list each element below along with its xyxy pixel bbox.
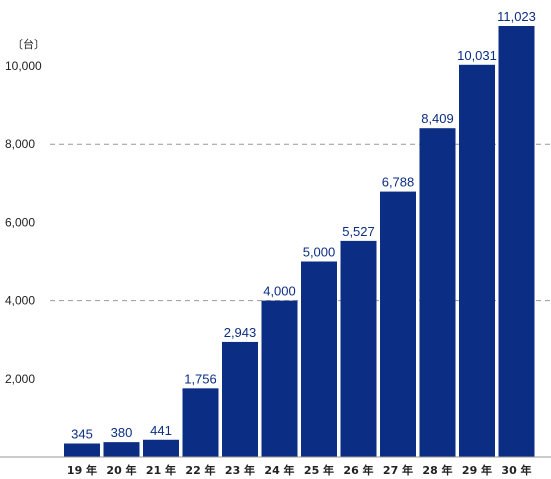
value-labels: 345 380 441 1,756 2,943 4,000 5,000 5,527 6,788 8… — [71, 9, 536, 442]
bar — [143, 439, 179, 457]
x-tick-label: 21 年 — [146, 463, 176, 477]
y-tick-label: 8,000 — [5, 137, 35, 151]
x-tick-label: 20 年 — [106, 463, 136, 477]
y-tick-label: 2,000 — [5, 372, 35, 386]
y-tick-label: 10,000 — [5, 59, 42, 73]
y-unit-label: 〔台〕 — [12, 37, 45, 51]
x-tick-label: 26 年 — [343, 463, 373, 477]
value-label: 345 — [71, 427, 93, 442]
bar — [340, 240, 377, 457]
value-label: 1,756 — [184, 371, 217, 386]
value-label: 4,000 — [263, 284, 296, 299]
value-label: 441 — [150, 423, 172, 438]
x-tick-label: 30 年 — [501, 463, 531, 477]
bar — [182, 388, 219, 457]
x-tick-label: 24 年 — [264, 463, 294, 477]
x-tick-label: 19 年 — [67, 463, 97, 477]
y-tick-label: 4,000 — [5, 294, 35, 308]
bar — [459, 64, 495, 457]
bar — [419, 128, 456, 457]
value-label: 6,788 — [382, 175, 415, 190]
x-tick-label: 23 年 — [225, 463, 255, 477]
value-label: 11,023 — [497, 9, 536, 24]
x-tick-label: 29 年 — [462, 463, 492, 477]
value-label: 380 — [111, 425, 133, 440]
bar — [301, 261, 337, 457]
bar — [380, 191, 416, 457]
bar — [64, 443, 100, 457]
bar — [261, 300, 298, 457]
x-axis-labels: 19 年 20 年 21 年 22 年 23 年 24 年 25 年 26 年 27 年 28 年… — [67, 463, 532, 477]
x-tick-label: 22 年 — [185, 463, 215, 477]
x-tick-label: 25 年 — [304, 463, 334, 477]
bars — [64, 26, 535, 457]
bar — [222, 341, 258, 457]
value-label: 8,409 — [421, 111, 454, 126]
value-label: 5,527 — [342, 224, 375, 239]
value-label: 5,000 — [303, 244, 336, 259]
x-tick-label: 27 年 — [383, 463, 413, 477]
x-tick-label: 28 年 — [422, 463, 452, 477]
value-label: 2,943 — [224, 325, 257, 340]
value-label: 10,031 — [457, 48, 497, 63]
bar — [103, 442, 140, 457]
y-tick-label: 6,000 — [5, 215, 35, 229]
y-axis-ticks: 2,000 4,000 6,000 8,000 10,000 — [5, 59, 42, 386]
bar — [498, 26, 535, 457]
